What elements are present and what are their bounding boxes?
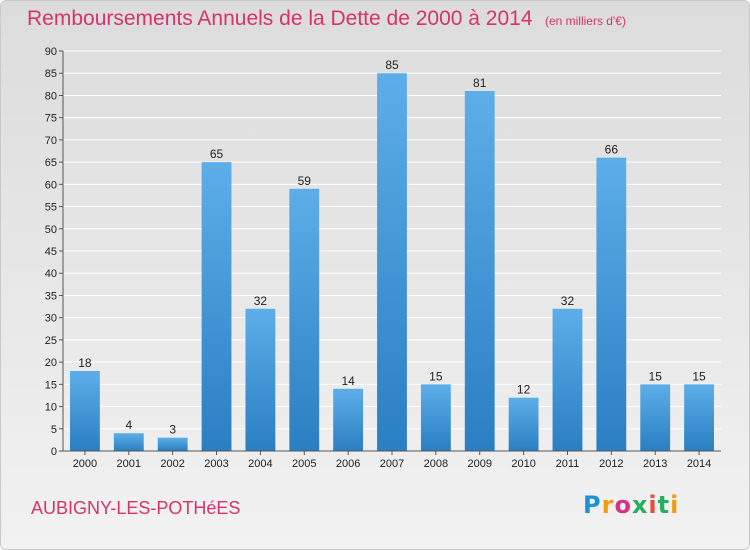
data-label-2003: 65	[210, 147, 224, 161]
data-label-2014: 15	[692, 369, 706, 383]
logo-letter: t	[657, 491, 671, 519]
y-tick-label: 60	[45, 179, 57, 191]
bar-2000	[70, 371, 100, 451]
data-label-2009: 81	[473, 76, 487, 90]
y-tick-label: 0	[51, 446, 57, 458]
y-tick-label: 30	[45, 313, 57, 325]
bar-2002	[157, 437, 188, 451]
y-tick-label: 55	[45, 202, 57, 214]
bar-2013	[640, 384, 671, 451]
x-tick-label-2012: 2012	[599, 458, 623, 470]
logo-letter: o	[614, 491, 632, 519]
bar-2001	[113, 433, 144, 451]
bar-2009	[464, 91, 495, 451]
y-tick-label: 90	[45, 46, 57, 58]
y-tick-label: 75	[45, 113, 57, 125]
x-tick-label-2008: 2008	[424, 458, 448, 470]
x-tick-label-2000: 2000	[73, 458, 97, 470]
y-tick-label: 5	[51, 424, 57, 436]
bar-2003	[201, 162, 232, 451]
y-tick-label: 65	[45, 157, 57, 169]
x-tick-label-2005: 2005	[292, 458, 316, 470]
x-tick-label-2010: 2010	[511, 458, 535, 470]
bar-2012	[596, 157, 627, 451]
data-label-2006: 14	[341, 374, 355, 388]
x-tick-label-2006: 2006	[336, 458, 360, 470]
data-label-2010: 12	[517, 383, 531, 397]
data-label-2011: 32	[561, 294, 575, 308]
data-label-2000: 18	[78, 356, 92, 370]
axes: 0 5 10 15 20 25 30 35 40 45 50 55 60 65 70 75 80 85 90 2000…	[45, 46, 721, 470]
bar-2008	[420, 384, 451, 451]
logo-letter: i	[648, 491, 658, 519]
data-label-2002: 3	[169, 423, 176, 437]
x-tick-label-2007: 2007	[380, 458, 404, 470]
x-tick-label-2013: 2013	[643, 458, 667, 470]
y-tick-label: 50	[45, 224, 57, 236]
y-tick-label: 35	[45, 290, 57, 302]
bar-2014	[684, 384, 714, 451]
chart-title-main: Remboursements Annuels de la Dette de 20…	[27, 7, 533, 30]
x-tick-label-2001: 2001	[117, 458, 141, 470]
y-tick-label: 80	[45, 90, 57, 102]
y-tick-label: 15	[45, 379, 57, 391]
y-tick-label: 70	[45, 135, 57, 147]
y-tick-label: 45	[45, 246, 57, 258]
bar-2007	[377, 73, 407, 451]
logo-letter: x	[631, 491, 649, 519]
data-label-2005: 59	[298, 174, 312, 188]
x-tick-label-2004: 2004	[248, 458, 272, 470]
data-label-2013: 15	[649, 369, 663, 383]
logo-letter: P	[583, 491, 602, 519]
logo-letter: r	[601, 491, 615, 519]
y-tick-label: 10	[45, 402, 57, 414]
bar-2011	[552, 308, 583, 451]
commune-name: AUBIGNY-LES-POTHéES	[31, 498, 241, 518]
x-tick-label-2002: 2002	[160, 458, 184, 470]
chart-title-unit: (en milliers d'€)	[544, 14, 626, 28]
data-label-2004: 32	[254, 294, 268, 308]
data-label-2012: 66	[605, 143, 619, 157]
bar-2004	[245, 308, 276, 451]
bar-2010	[508, 397, 539, 451]
chart-title: Remboursements Annuels de la Dette de 20…	[27, 7, 626, 31]
bar-2006	[333, 388, 364, 451]
data-label-2001: 4	[125, 418, 132, 432]
y-tick-label: 40	[45, 268, 57, 280]
x-tick-label-2014: 2014	[687, 458, 711, 470]
y-tick-label: 85	[45, 68, 57, 80]
y-tick-label: 25	[45, 335, 57, 347]
data-label-2008: 15	[429, 369, 443, 383]
x-tick-label-2003: 2003	[204, 458, 228, 470]
proxiti-logo[interactable]: Proxiti	[583, 491, 679, 519]
bar-2005	[289, 188, 320, 451]
logo-letter: i	[670, 491, 680, 519]
x-tick-label-2011: 2011	[556, 458, 580, 470]
y-tick-label: 20	[45, 357, 57, 369]
data-labels: 18 4 3 65 32 59 14 85 15 81 12 32 66 15 15	[78, 58, 706, 436]
data-label-2007: 85	[385, 58, 399, 72]
bars	[70, 73, 714, 451]
x-tick-label-2009: 2009	[467, 458, 491, 470]
